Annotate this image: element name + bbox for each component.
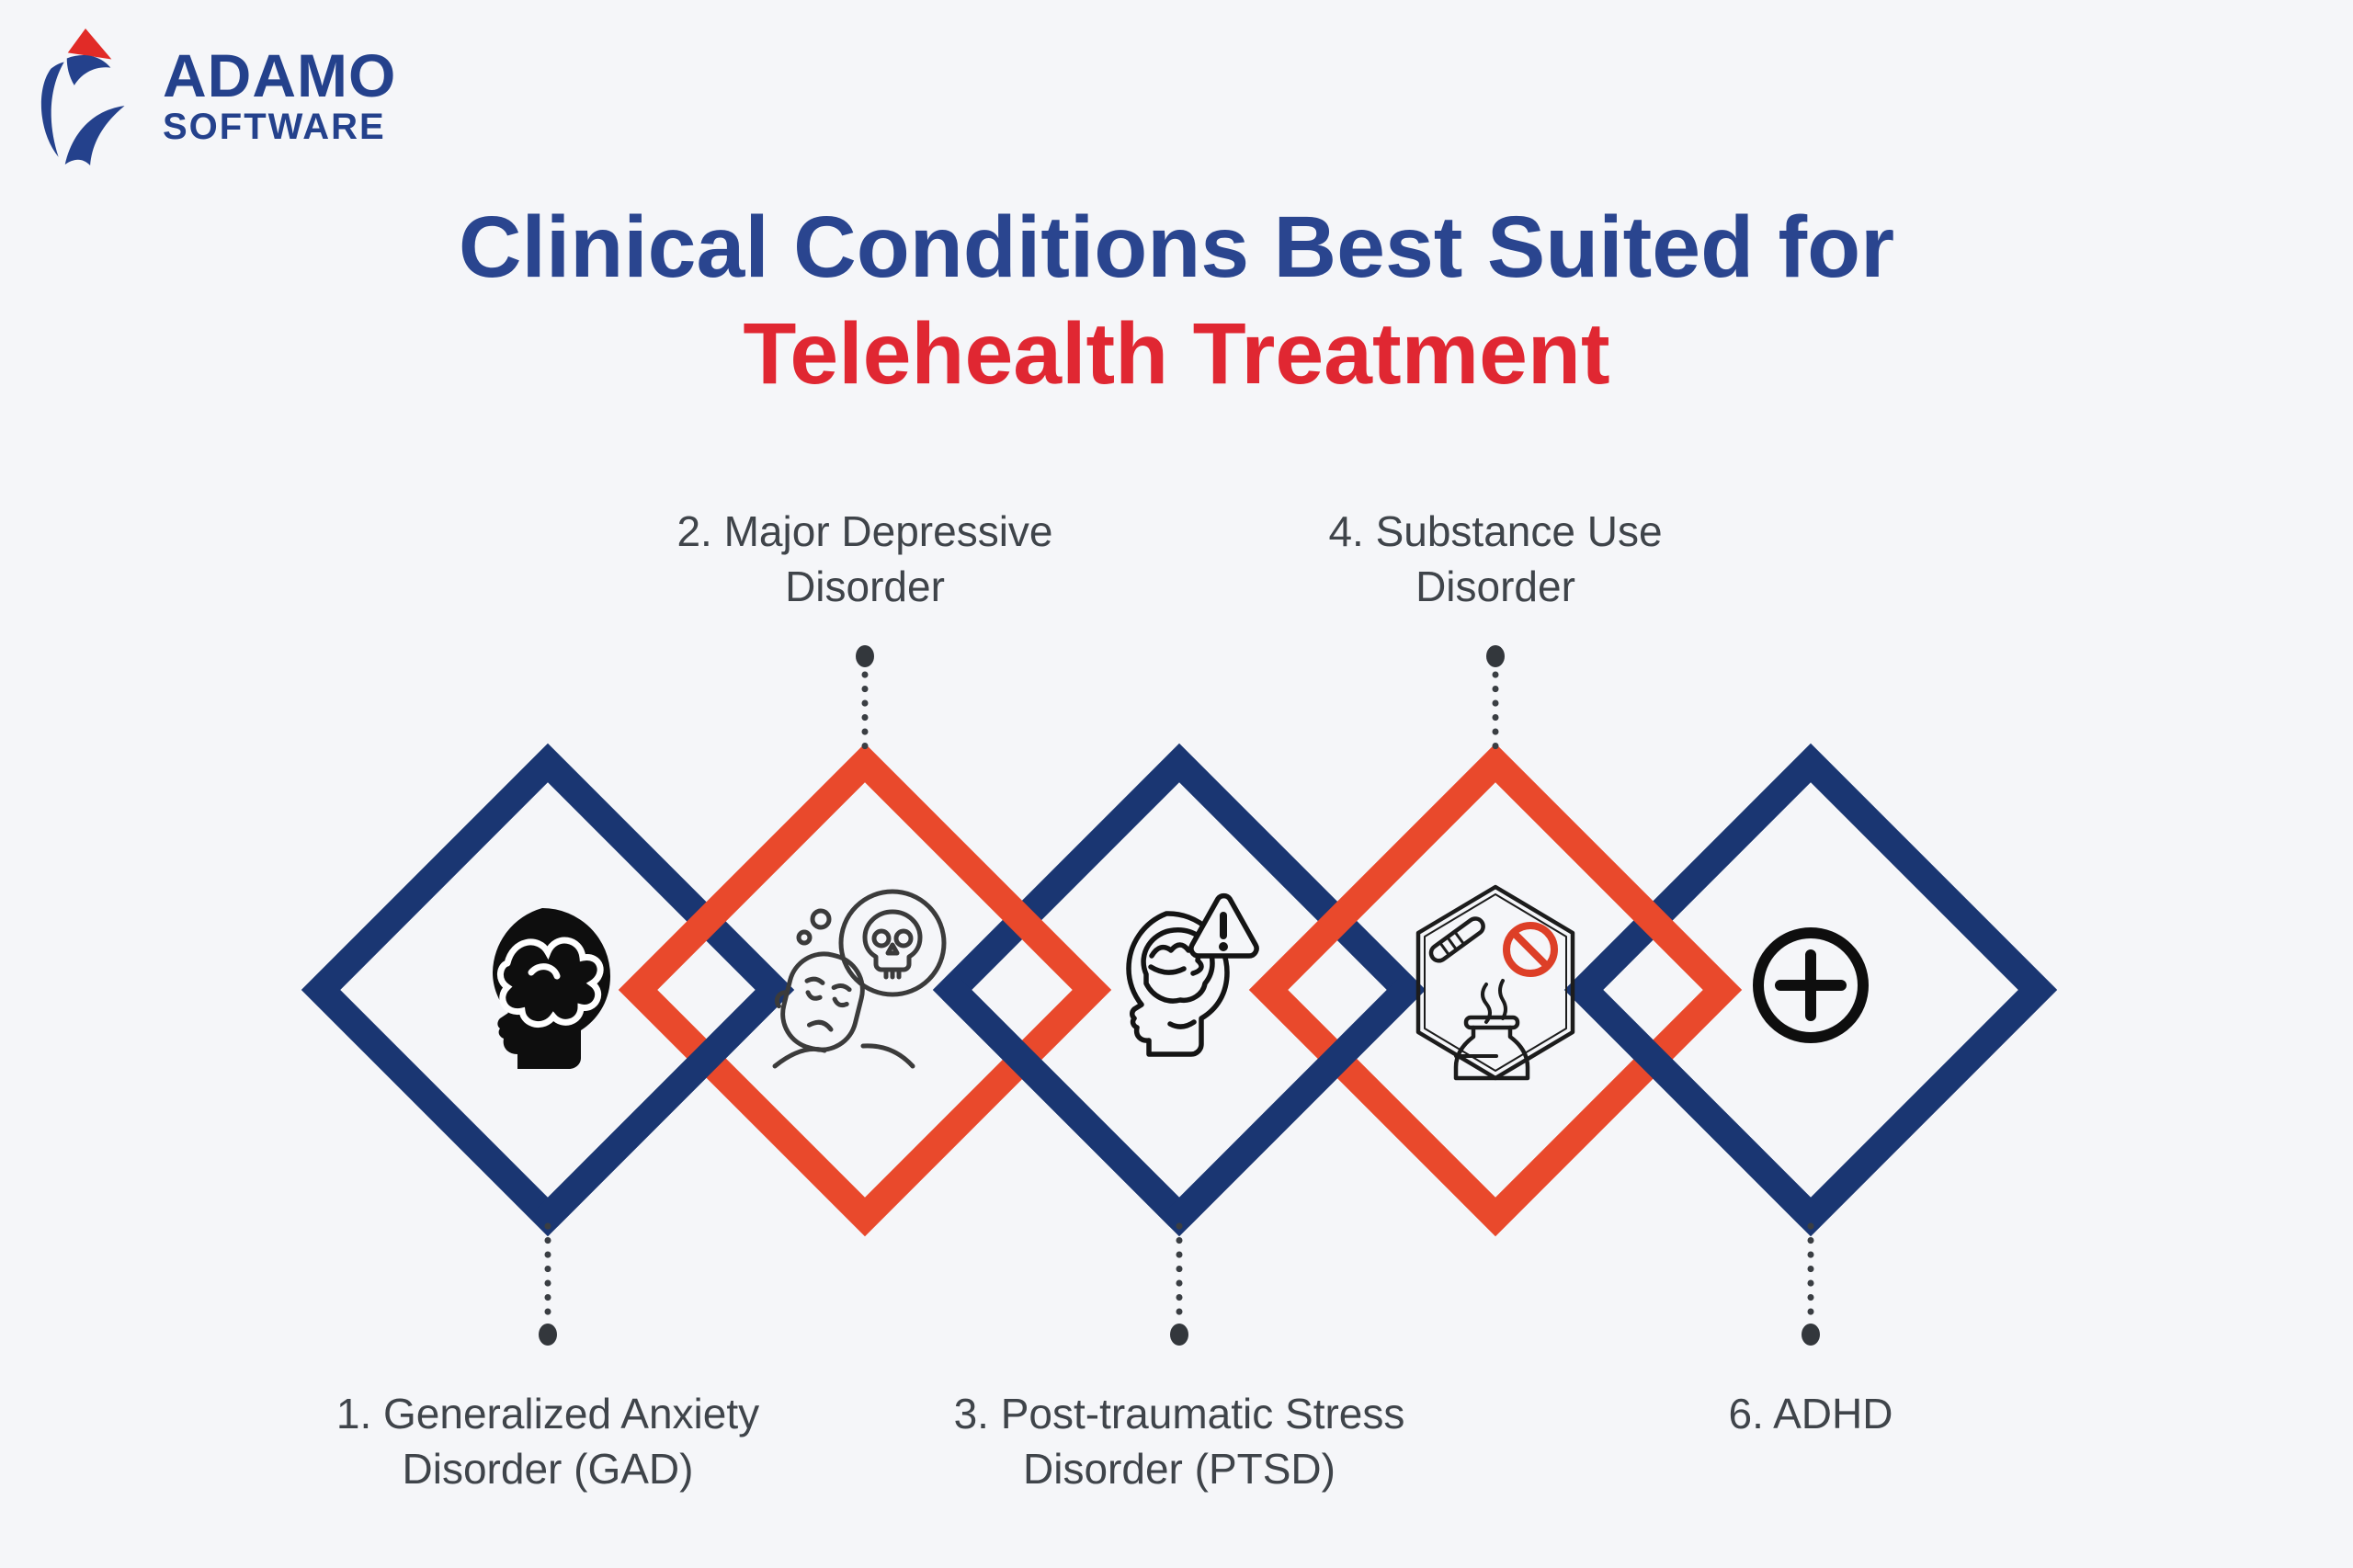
condition-label-mdd: 2. Major Depressive Disorder xyxy=(543,504,1187,614)
adhd-plus-circle-icon xyxy=(1753,927,1869,1043)
title-line-2: Telehealth Treatment xyxy=(743,304,1610,403)
logo-wordmark-top: ADAMO xyxy=(163,40,397,109)
page-title: Clinical Conditions Best Suited for Tele… xyxy=(0,195,2353,408)
title-line-1: Clinical Conditions Best Suited for xyxy=(458,199,1895,296)
logo-navy-swoosh xyxy=(40,54,125,165)
logo-red-triangle xyxy=(67,28,112,59)
condition-label-line: Disorder xyxy=(785,562,945,610)
condition-label-adhd: 6. ADHD xyxy=(1489,1386,2132,1441)
condition-label-line: 1. Generalized Anxiety xyxy=(335,1390,760,1437)
condition-label-line: 6. ADHD xyxy=(1728,1390,1893,1437)
diamond-mdd xyxy=(618,743,1112,1237)
adamo-logo-icon xyxy=(40,28,125,165)
adamo-software-logo: ADAMO SOFTWARE xyxy=(30,20,545,172)
condition-label-line: Disorder (GAD) xyxy=(402,1445,694,1493)
diamond-interlace-overlays xyxy=(538,980,1821,1227)
condition-label-substance: 4. Substance Use Disorder xyxy=(1174,504,1817,614)
substance-prohibition-flask-icon xyxy=(1415,884,1575,1081)
anxiety-tangled-mind-icon xyxy=(493,908,610,1069)
condition-label-line: 3. Post-traumatic Stress xyxy=(953,1390,1405,1437)
condition-label-gad: 1. Generalized Anxiety Disorder (GAD) xyxy=(226,1386,870,1496)
condition-label-line: Disorder xyxy=(1415,562,1575,610)
dotted-connectors xyxy=(544,671,1814,1316)
condition-label-ptsd: 3. Post-traumatic Stress Disorder (PTSD) xyxy=(858,1386,1501,1496)
condition-label-line: 4. Substance Use xyxy=(1328,507,1663,555)
depression-skull-thought-icon xyxy=(772,889,947,1069)
condition-label-line: Disorder (PTSD) xyxy=(1023,1445,1336,1493)
logo-wordmark-bottom: SOFTWARE xyxy=(163,107,386,148)
condition-label-line: 2. Major Depressive xyxy=(676,507,1053,555)
connector-end-dots xyxy=(539,645,1820,1346)
ptsd-brain-warning-icon xyxy=(1126,892,1259,1057)
diamond-substance xyxy=(1248,743,1743,1237)
